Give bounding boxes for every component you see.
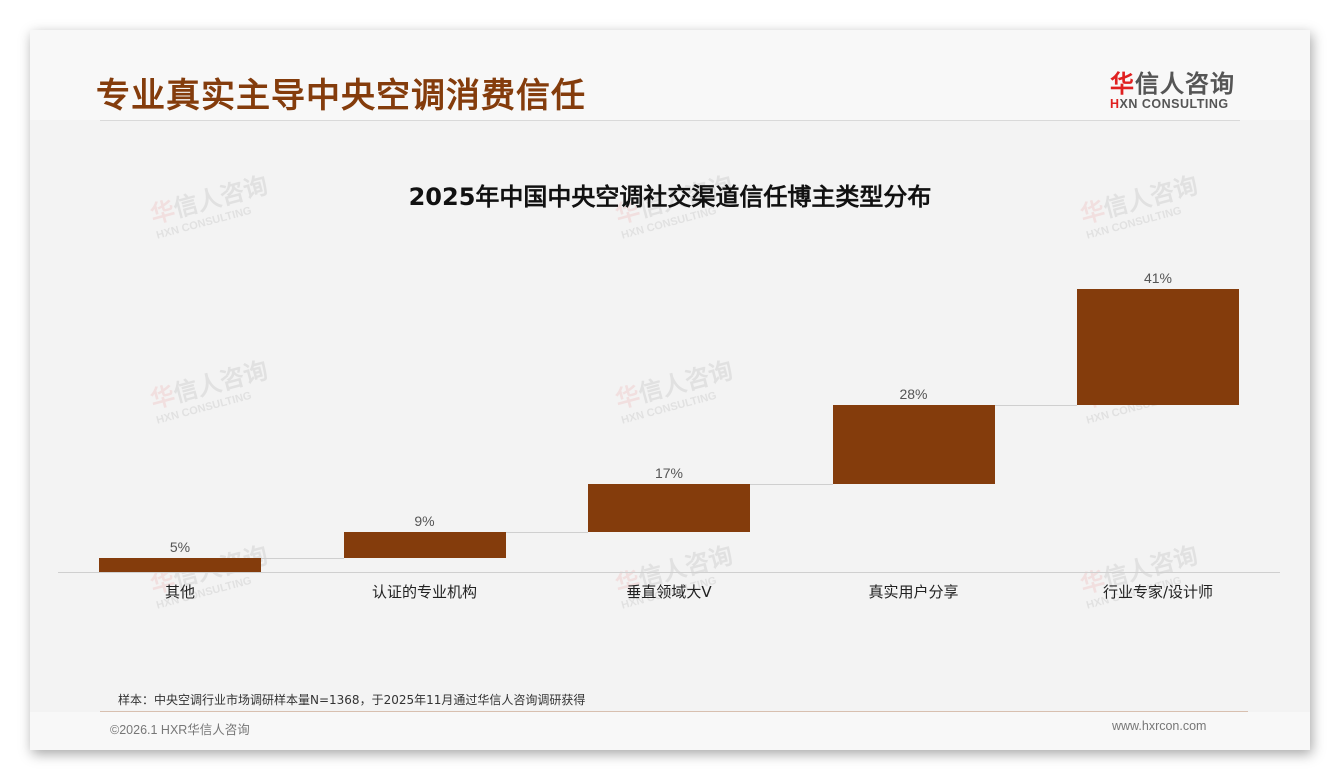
- value-label: 5%: [169, 538, 191, 555]
- logo-en-rest: XN CONSULTING: [1119, 97, 1229, 111]
- header-band: [30, 30, 1310, 120]
- title-divider: [100, 120, 1240, 121]
- waterfall-chart: 5% 其他 9% 认证的专业机构 17% 垂直领域大V 28% 真实用户分享 41% 行业专家/设…: [30, 30, 1310, 750]
- bar: [588, 484, 750, 533]
- footer-band: [30, 712, 1310, 750]
- bar: [99, 557, 261, 572]
- chart-title: 2025年中国中央空调社交渠道信任博主类型分布: [408, 183, 932, 211]
- logo-h-char: H: [1110, 97, 1120, 111]
- logo-cn: 华信人咨询: [1110, 64, 1250, 99]
- category-label: 垂直领域大V: [626, 583, 712, 601]
- category-label: 其他: [164, 583, 195, 601]
- value-label: 17%: [654, 465, 684, 482]
- slide: 专业真实主导中央空调消费信任 华信人咨询 HXN CONSULTING 华信人咨…: [30, 30, 1310, 750]
- bar: [343, 532, 506, 558]
- connector-line: [994, 405, 1077, 407]
- value-label: 28%: [899, 386, 928, 403]
- company-logo: 华信人咨询 HXN CONSULTING: [1110, 64, 1250, 111]
- sample-note: 样本：中央空调行业市场调研样本量N=1368，于2025年11月通过华信人咨询调…: [118, 693, 586, 707]
- logo-cn-rest: 信人咨询: [1135, 70, 1235, 98]
- connector-line: [505, 532, 588, 534]
- footer-divider: [100, 711, 1248, 712]
- category-label: 真实用户分享: [868, 583, 959, 601]
- logo-en: HXN CONSULTING: [1110, 97, 1250, 111]
- connector-line: [750, 484, 833, 486]
- category-label: 认证的专业机构: [371, 583, 477, 601]
- bar: [832, 405, 995, 485]
- x-axis-line: [58, 572, 1280, 573]
- connector-line: [261, 557, 344, 559]
- logo-hua-char: 华: [1110, 70, 1135, 98]
- page-title: 专业真实主导中央空调消费信任: [96, 76, 586, 116]
- copyright: ©2026.1 HXR华信人咨询: [110, 723, 250, 737]
- value-label: 9%: [414, 513, 435, 530]
- value-label: 41%: [1143, 270, 1173, 286]
- category-label: 行业专家/设计师: [1102, 583, 1214, 601]
- bar: [1077, 289, 1239, 406]
- website-link[interactable]: www.hxrcon.com: [1112, 719, 1207, 733]
